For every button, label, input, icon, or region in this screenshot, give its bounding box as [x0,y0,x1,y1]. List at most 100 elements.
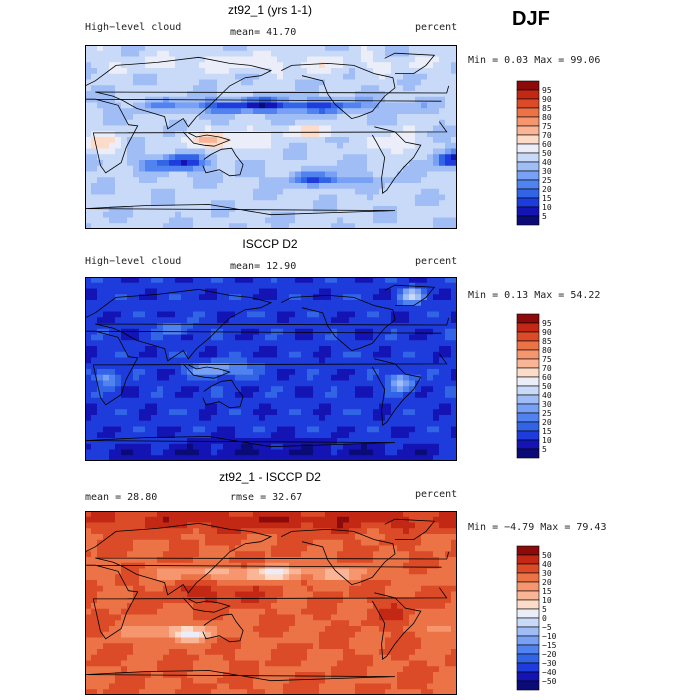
panel-2-colorbar-box [516,421,540,432]
panel-3-colorbar-label: 0 [542,614,547,623]
panel-2-colorbar-box [516,367,540,378]
panel-1-variable-label: High−level cloud [85,22,182,33]
panel-3-field [85,511,457,695]
panel-3-colorbar-label: 10 [542,596,552,605]
panel-2-colorbar-label: 60 [542,373,552,382]
panel-3-colorbar-box [516,581,540,592]
panel-1-colorbar-label: 85 [542,104,552,113]
panel-3-colorbar-box [516,680,540,691]
panel-2-colorbar-label: 10 [542,436,552,445]
panel-1-mean-label: mean= 41.70 [230,27,297,38]
panel-3-colorbar-box [516,590,540,601]
panel-2-colorbar-box [516,376,540,387]
panel-2-colorbar-box [516,412,540,423]
panel-1-colorbar-box [516,215,540,226]
panel-3-colorbar-label: −5 [542,623,552,632]
panel-1-colorbar-box [516,152,540,163]
panel-2-colorbar-box [516,349,540,360]
panel-2-colorbar-box [516,385,540,396]
panel-3-rmse-label: rmse = 32.67 [230,492,303,503]
panel-1-colorbar-box [516,170,540,181]
panel-1-colorbar-label: 25 [542,176,552,185]
panel-2-coastlines [85,284,450,448]
panel-1-colorbar-label: 50 [542,149,552,158]
panel-3-colorbar-box [516,545,540,556]
panel-2-colorbar-label: 25 [542,409,552,418]
panel-2-colorbar-box [516,340,540,351]
panel-2-colorbar-box [516,331,540,342]
panel-3-colorbar-label: 20 [542,578,552,587]
panel-2-colorbar-label: 90 [542,328,552,337]
panel-1-colorbar-label: 60 [542,140,552,149]
panel-1-colorbar-box [516,134,540,145]
panel-2-colorbar-label: 85 [542,337,552,346]
panel-3-colorbar-box [516,626,540,637]
panel-1-colorbar-box [516,161,540,172]
panel-1-colorbar-label: 95 [542,86,552,95]
panel-2-colorbar-label: 20 [542,418,552,427]
panel-2-colorbar-label: 50 [542,382,552,391]
panel-1-colorbar-box [516,188,540,199]
panel-3-colorbar-label: −50 [542,677,557,686]
panel-3-coastlines [85,518,450,682]
panel-3-map [85,511,457,695]
panel-1-coastlines [85,52,450,216]
panel-3-colorbar-box [516,617,540,628]
panel-3-colorbar-label: 5 [542,605,547,614]
panel-2-title: ISCCP D2 [242,237,298,251]
panel-2-colorbar-box [516,313,540,324]
panel-3-mean-label: mean = 28.80 [85,492,158,503]
panel-2-colorbar-box [516,358,540,369]
panel-3-colorbar-box [516,653,540,664]
panel-2-colorbar-label: 75 [542,355,552,364]
panel-2-map [85,277,457,461]
panel-2-colorbar-box [516,322,540,333]
panel-3-colorbar-label: −20 [542,650,557,659]
panel-3-colorbar-box [516,671,540,682]
panel-1-colorbar-label: 40 [542,158,552,167]
panel-3-colorbar-label: −30 [542,659,557,668]
panel-1-colorbar-box [516,179,540,190]
panel-3-colorbar-label: 50 [542,551,552,560]
panel-3-colorbar-label: −40 [542,668,557,677]
panel-1-colorbar-label: 30 [542,167,552,176]
panel-2-field [85,277,457,461]
panel-3-units-label: percent [415,489,458,500]
panel-1-units-label: percent [415,22,458,33]
panel-1-title: zt92_1 (yrs 1-1) [227,3,313,17]
panel-1-colorbar-label: 70 [542,131,552,140]
panel-3-colorbar-label: 15 [542,587,552,596]
panel-3-colorbar-box [516,572,540,583]
season-label: DJF [512,8,550,30]
panel-2-colorbar-label: 70 [542,364,552,373]
panel-2-colorbar-box [516,430,540,441]
panel-1-field [85,45,457,229]
panel-3-colorbar-label: 40 [542,560,552,569]
panel-3-colorbar-box [516,635,540,646]
panel-3-colorbar-box [516,563,540,574]
panel-1-minmax-label: Min = 0.03 Max = 99.06 [468,55,601,66]
panel-2-colorbar-label: 30 [542,400,552,409]
panel-1-colorbar-box [516,143,540,154]
panel-1-colorbar-box [516,107,540,118]
panel-2-colorbar-box [516,439,540,450]
panel-1-map [85,45,457,229]
panel-1-colorbar-label: 10 [542,203,552,212]
panel-3-colorbar-label: 30 [542,569,552,578]
panel-3-colorbar-box [516,554,540,565]
panel-2-units-label: percent [415,256,458,267]
panel-3-title: zt92_1 - ISCCP D2 [219,470,321,484]
panel-2-colorbar-label: 80 [542,346,552,355]
panel-2-minmax-label: Min = 0.13 Max = 54.22 [468,290,601,301]
panel-1-colorbar-label: 75 [542,122,552,131]
panel-2-mean-label: mean= 12.90 [230,261,297,272]
panel-3-colorbar-box [516,599,540,610]
panel-1-colorbar-box [516,125,540,136]
panel-1-colorbar-box [516,197,540,208]
panel-2-colorbar-label: 5 [542,445,547,454]
panel-1-colorbar-box [516,80,540,91]
panel-3-colorbar-label: −15 [542,641,557,650]
panel-2-colorbar-box [516,448,540,459]
